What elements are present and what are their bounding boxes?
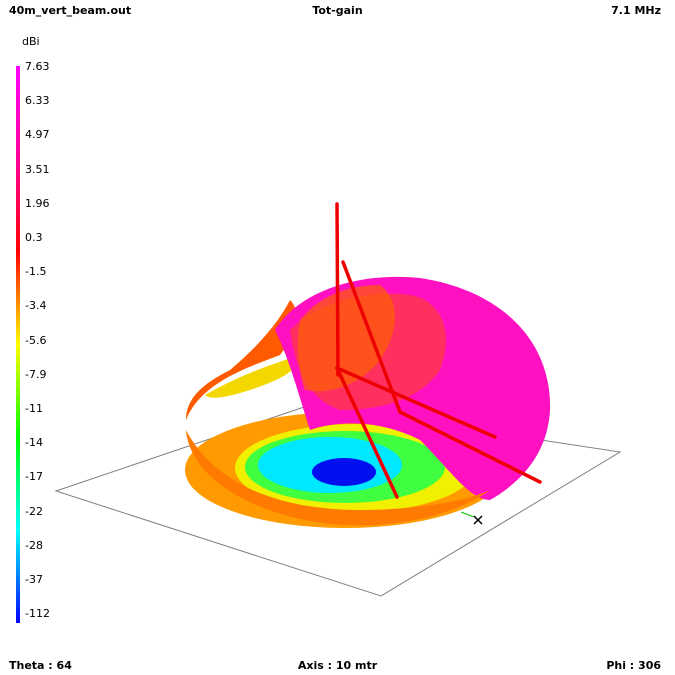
pattern-back-yellow — [205, 355, 300, 398]
axis-readout: Axis : 10 mtr — [297, 659, 378, 672]
color-scale-bar — [16, 66, 20, 623]
pattern-null — [312, 458, 376, 486]
color-scale-unit: dBi — [22, 35, 40, 48]
color-scale-tick-label: 3.51 — [25, 162, 50, 176]
antenna-element-c — [335, 366, 497, 439]
color-scale-tick-label: -112 — [25, 607, 50, 621]
antenna-elements — [335, 202, 542, 499]
color-scale-tick-label: -28 — [25, 538, 43, 552]
marker-x — [473, 515, 483, 525]
color-scale-tick-label: -17 — [25, 470, 43, 484]
color-scale-tick-label: 0.3 — [25, 231, 43, 244]
color-scale-tick-label: -1.5 — [25, 265, 47, 279]
color-scale-tick-label: -22 — [25, 504, 43, 518]
antenna-element-b — [398, 410, 542, 484]
color-scale-tick-label: -11 — [25, 402, 43, 415]
theta-readout: Theta : 64 — [9, 659, 72, 672]
color-scale-tick-label: 1.96 — [25, 196, 50, 210]
color-scale-tick-label: -14 — [25, 436, 43, 450]
pattern-back-rim — [186, 300, 297, 420]
color-scale-tick-label: -7.9 — [25, 367, 47, 381]
quantity-label: Tot-gain — [312, 4, 363, 17]
file-name-label: 40m_vert_beam.out — [9, 4, 132, 17]
marker-lead — [460, 511, 475, 518]
color-scale-tick-label: -3.4 — [25, 299, 47, 313]
phi-readout: Phi : 306 — [606, 659, 661, 672]
color-scale-tick-label: 6.33 — [25, 94, 50, 108]
color-scale-tick-label: 4.97 — [25, 128, 50, 142]
color-scale-tick-label: -5.6 — [25, 333, 47, 347]
color-scale-tick-label: -37 — [25, 573, 43, 586]
antenna-element-a — [341, 260, 402, 414]
pattern-front-rim — [186, 430, 490, 526]
color-scale-tick-label: 7.63 — [25, 60, 50, 73]
pattern-main-lobe-edge — [297, 285, 395, 392]
antenna-element-d — [335, 366, 399, 499]
frequency-label: 7.1 MHz — [611, 4, 661, 17]
antenna-vertical-element — [335, 202, 340, 377]
